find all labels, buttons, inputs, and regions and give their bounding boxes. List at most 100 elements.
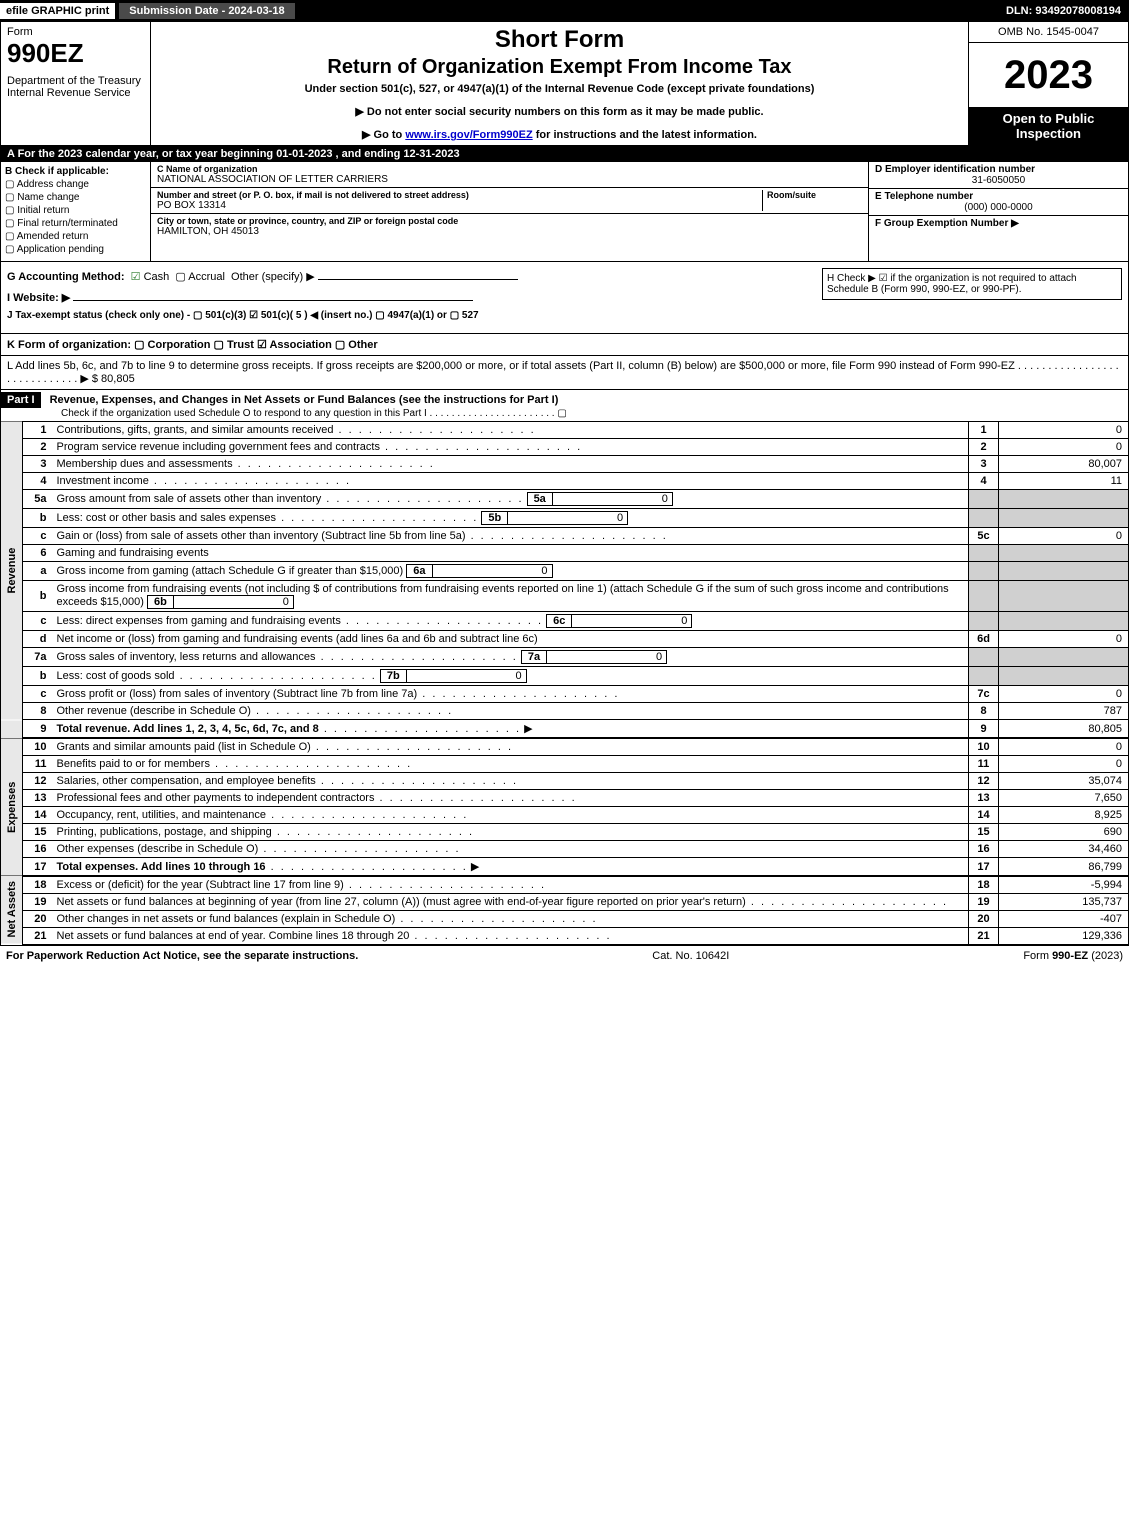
line-5b: bLess: cost or other basis and sales exp…	[1, 509, 1129, 528]
line-9: 9Total revenue. Add lines 1, 2, 3, 4, 5c…	[1, 720, 1129, 739]
line-7c: cGross profit or (loss) from sales of in…	[1, 686, 1129, 703]
l3-box: 3	[969, 456, 999, 473]
line-16: 16Other expenses (describe in Schedule O…	[1, 841, 1129, 858]
chk-address-change[interactable]: Address change	[5, 179, 146, 190]
part1-sub: Check if the organization used Schedule …	[1, 408, 1128, 419]
room-label: Room/suite	[767, 190, 862, 200]
l8-box: 8	[969, 703, 999, 720]
line-7b: bLess: cost of goods sold 7b0	[1, 667, 1129, 686]
l2-val: 0	[999, 439, 1129, 456]
l5b-text: Less: cost or other basis and sales expe…	[57, 512, 479, 524]
row-ein: D Employer identification number 31-6050…	[869, 162, 1128, 189]
l16-val: 34,460	[999, 841, 1129, 858]
l7b-box-shade	[969, 667, 999, 686]
chk-cash[interactable]: Cash	[131, 271, 170, 283]
l7c-text: Gross profit or (loss) from sales of inv…	[53, 686, 969, 703]
l20-box: 20	[969, 911, 999, 928]
g-label: G Accounting Method:	[7, 271, 125, 283]
l12-num: 12	[23, 773, 53, 790]
sidelabel-netassets: Net Assets	[1, 876, 23, 945]
chk-name-change[interactable]: Name change	[5, 192, 146, 203]
l6d-val: 0	[999, 631, 1129, 648]
city-value: HAMILTON, OH 45013	[157, 226, 862, 237]
l5b-box-shade	[969, 509, 999, 528]
l9-cell: Total revenue. Add lines 1, 2, 3, 4, 5c,…	[53, 720, 969, 739]
l7a-ibox: 7a	[521, 651, 546, 664]
l16-text: Other expenses (describe in Schedule O)	[53, 841, 969, 858]
l2-num: 2	[23, 439, 53, 456]
irs-link[interactable]: www.irs.gov/Form990EZ	[405, 129, 532, 141]
chk-initial-return[interactable]: Initial return	[5, 205, 146, 216]
col-b-header: B Check if applicable:	[5, 166, 146, 177]
website-blank[interactable]	[73, 289, 473, 301]
l6b-cell: Gross income from fundraising events (no…	[53, 581, 969, 612]
chk-application-pending[interactable]: Application pending	[5, 244, 146, 255]
street-value: PO BOX 13314	[157, 200, 762, 211]
l6a-ibox: 6a	[407, 565, 432, 578]
subtitle: Under section 501(c), 527, or 4947(a)(1)…	[157, 83, 962, 95]
l6c-ibox: 6c	[547, 615, 572, 628]
l5a-ival: 0	[552, 493, 672, 506]
l4-box: 4	[969, 473, 999, 490]
l6c-val-shade	[999, 612, 1129, 631]
section-bcdef: B Check if applicable: Address change Na…	[0, 162, 1129, 262]
chk-amended-return[interactable]: Amended return	[5, 231, 146, 242]
l6c-box-shade	[969, 612, 999, 631]
l6a-ival: 0	[432, 565, 552, 578]
l13-box: 13	[969, 790, 999, 807]
l17-box: 17	[969, 858, 999, 877]
l7a-val-shade	[999, 648, 1129, 667]
l1-val: 0	[999, 422, 1129, 439]
l6a-num: a	[23, 562, 53, 581]
row-a-tax-year: A For the 2023 calendar year, or tax yea…	[0, 146, 1129, 162]
warning-ssn: ▶ Do not enter social security numbers o…	[157, 105, 962, 118]
row-phone: E Telephone number (000) 000-0000	[869, 189, 1128, 216]
goto-pre: ▶ Go to	[362, 129, 405, 141]
l16-box: 16	[969, 841, 999, 858]
row-l-gross-receipts: L Add lines 5b, 6c, and 7b to line 9 to …	[0, 356, 1129, 390]
footer-right-pre: Form	[1023, 950, 1052, 962]
j-text: J Tax-exempt status (check only one) - ▢…	[7, 310, 479, 321]
l15-text: Printing, publications, postage, and shi…	[53, 824, 969, 841]
row-k-form-of-org: K Form of organization: ▢ Corporation ▢ …	[0, 334, 1129, 356]
l18-text: Excess or (deficit) for the year (Subtra…	[53, 876, 969, 894]
line-13: 13Professional fees and other payments t…	[1, 790, 1129, 807]
row-street: Number and street (or P. O. box, if mail…	[151, 188, 868, 214]
chk-accrual[interactable]: Accrual	[175, 271, 225, 283]
l7c-val: 0	[999, 686, 1129, 703]
l8-val: 787	[999, 703, 1129, 720]
header-right: OMB No. 1545-0047 2023 Open to Public In…	[968, 22, 1128, 145]
l19-num: 19	[23, 894, 53, 911]
l6b-val-shade	[999, 581, 1129, 612]
l15-num: 15	[23, 824, 53, 841]
l10-val: 0	[999, 738, 1129, 756]
part1-header: Part I Revenue, Expenses, and Changes in…	[0, 390, 1129, 422]
l7a-num: 7a	[23, 648, 53, 667]
l7c-box: 7c	[969, 686, 999, 703]
lines-table: Revenue 1 Contributions, gifts, grants, …	[0, 422, 1129, 945]
l6-num: 6	[23, 545, 53, 562]
line-6c: cLess: direct expenses from gaming and f…	[1, 612, 1129, 631]
header-middle: Short Form Return of Organization Exempt…	[151, 22, 968, 145]
ein-value: 31-6050050	[875, 175, 1122, 186]
l3-num: 3	[23, 456, 53, 473]
l4-text: Investment income	[53, 473, 969, 490]
open-to-public: Open to Public Inspection	[969, 107, 1128, 145]
l5a-val-shade	[999, 490, 1129, 509]
l12-box: 12	[969, 773, 999, 790]
chk-final-return[interactable]: Final return/terminated	[5, 218, 146, 229]
l7b-val-shade	[999, 667, 1129, 686]
l17-cell: Total expenses. Add lines 10 through 16 …	[53, 858, 969, 877]
line-21: 21Net assets or fund balances at end of …	[1, 928, 1129, 945]
l7b-ival: 0	[406, 670, 526, 683]
line-11: 11Benefits paid to or for members110	[1, 756, 1129, 773]
line-19: 19Net assets or fund balances at beginni…	[1, 894, 1129, 911]
l8-text: Other revenue (describe in Schedule O)	[53, 703, 969, 720]
l9-num: 9	[23, 720, 53, 739]
l7b-cell: Less: cost of goods sold 7b0	[53, 667, 969, 686]
l21-box: 21	[969, 928, 999, 945]
row-ghij: G Accounting Method: Cash Accrual Other …	[0, 262, 1129, 334]
l5b-ival: 0	[508, 512, 628, 525]
g-other-blank[interactable]	[318, 268, 518, 280]
l2-text: Program service revenue including govern…	[53, 439, 969, 456]
